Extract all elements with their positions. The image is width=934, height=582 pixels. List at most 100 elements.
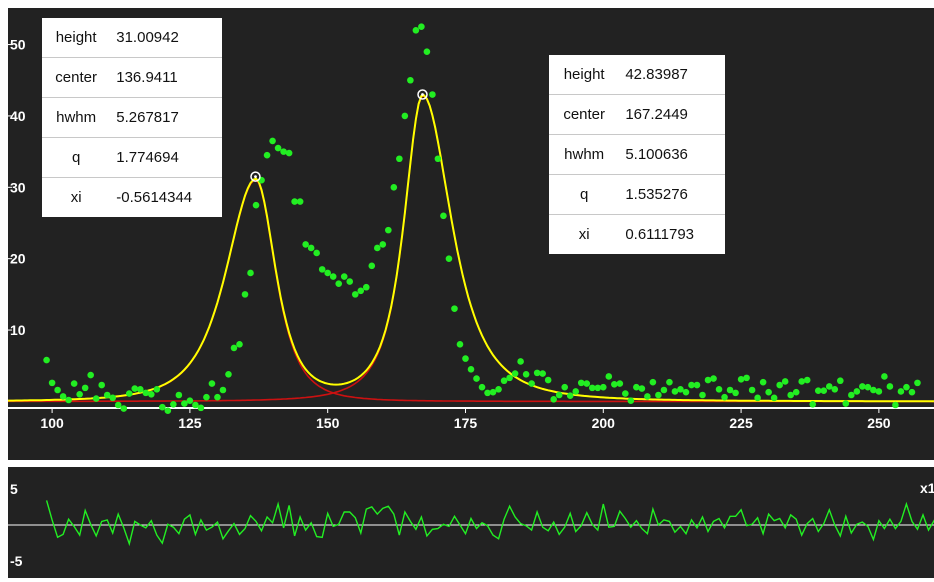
data-point <box>611 381 618 388</box>
param-value: -0.5614344 <box>116 189 193 206</box>
data-point <box>897 388 905 395</box>
data-point <box>418 23 425 31</box>
peak-2-q-row: q 1.535276 <box>549 174 725 215</box>
x-tick-label: 150 <box>316 415 340 431</box>
peak-1-xi-row: xi -0.5614344 <box>42 178 222 218</box>
y-tick-label: 40 <box>10 108 26 124</box>
data-point <box>561 383 569 391</box>
peak-marker-dot <box>421 93 424 96</box>
data-point <box>186 397 194 405</box>
data-point <box>324 269 331 277</box>
data-point <box>401 112 409 120</box>
data-point <box>870 386 877 394</box>
data-point <box>379 241 387 248</box>
data-point <box>908 388 916 396</box>
data-point <box>181 400 188 407</box>
data-point <box>175 391 183 399</box>
data-point <box>803 376 811 384</box>
data-point <box>445 255 453 262</box>
data-point <box>54 386 61 394</box>
param-label: center <box>549 94 620 135</box>
data-point <box>881 373 888 380</box>
data-point <box>484 389 491 397</box>
data-point <box>500 377 508 385</box>
data-point <box>412 26 420 34</box>
data-point <box>594 384 602 392</box>
data-point <box>517 358 524 365</box>
data-point <box>170 400 177 408</box>
data-point <box>754 394 761 402</box>
data-point <box>539 370 546 377</box>
data-point <box>329 273 337 280</box>
peak-2-hwhm-row: hwhm 5.100636 <box>549 134 725 175</box>
data-point <box>495 385 502 393</box>
data-point <box>787 391 794 399</box>
param-label: q <box>549 174 620 215</box>
data-point <box>164 407 172 415</box>
data-point <box>588 384 596 392</box>
fit-plot[interactable]: 100 125 150 175 200 225 250 10 20 30 40 50 <box>8 8 934 460</box>
data-point <box>136 385 144 393</box>
data-point <box>798 378 806 385</box>
data-point <box>48 379 56 387</box>
param-label: xi <box>578 226 590 243</box>
data-point <box>131 385 139 392</box>
data-point <box>280 148 287 155</box>
param-label: height <box>42 18 111 58</box>
x-tick-label: 250 <box>867 415 891 431</box>
data-point <box>291 198 298 205</box>
data-point <box>451 305 458 312</box>
data-point <box>820 387 828 395</box>
data-point <box>340 273 348 280</box>
data-point <box>572 388 580 395</box>
param-value: 1.535276 <box>619 174 725 215</box>
data-point <box>522 371 530 378</box>
data-point <box>76 390 83 398</box>
data-point <box>748 386 756 394</box>
data-point <box>285 149 293 157</box>
data-point <box>230 344 238 352</box>
y-tick-label: 20 <box>10 251 26 267</box>
data-point <box>848 391 855 399</box>
data-point <box>914 379 921 387</box>
data-point <box>649 378 657 386</box>
data-point <box>688 381 695 389</box>
param-value: 0.6111793 <box>625 226 695 243</box>
data-point <box>644 393 651 400</box>
peak-marker <box>250 171 261 182</box>
data-point <box>390 184 398 191</box>
data-point <box>313 249 320 257</box>
data-point <box>511 370 519 377</box>
data-point <box>671 388 679 395</box>
data-point <box>153 385 161 393</box>
data-point <box>120 405 128 412</box>
param-label: q <box>42 137 111 178</box>
y-tick-label: 10 <box>10 322 26 338</box>
data-point <box>92 395 100 402</box>
y-tick-label: 50 <box>10 37 26 53</box>
data-point <box>721 393 728 401</box>
data-point <box>351 291 359 298</box>
residual-plot[interactable]: 5 -5 x1 <box>8 467 934 578</box>
data-point <box>875 388 883 395</box>
data-point <box>357 287 365 295</box>
data-point <box>853 388 861 395</box>
data-point <box>622 390 629 397</box>
data-point <box>737 376 745 383</box>
data-point <box>197 404 205 412</box>
data-point <box>655 391 662 399</box>
data-point <box>633 383 640 391</box>
data-point <box>247 269 254 277</box>
residual-y-tick-label: 5 <box>10 481 18 497</box>
peak-2-xi-row: xi 0.6111793 <box>549 215 725 255</box>
peak-1-q-row: q 1.774694 <box>42 137 222 178</box>
peak-2-center-row: center 167.2449 <box>549 94 725 135</box>
data-point <box>252 201 260 209</box>
data-point <box>825 383 833 390</box>
data-point <box>776 381 783 389</box>
data-point <box>859 383 866 390</box>
data-point <box>203 393 210 401</box>
peak-1-height-row: height 31.00942 <box>42 18 222 58</box>
param-label: xi <box>70 189 82 206</box>
data-point <box>627 397 635 405</box>
